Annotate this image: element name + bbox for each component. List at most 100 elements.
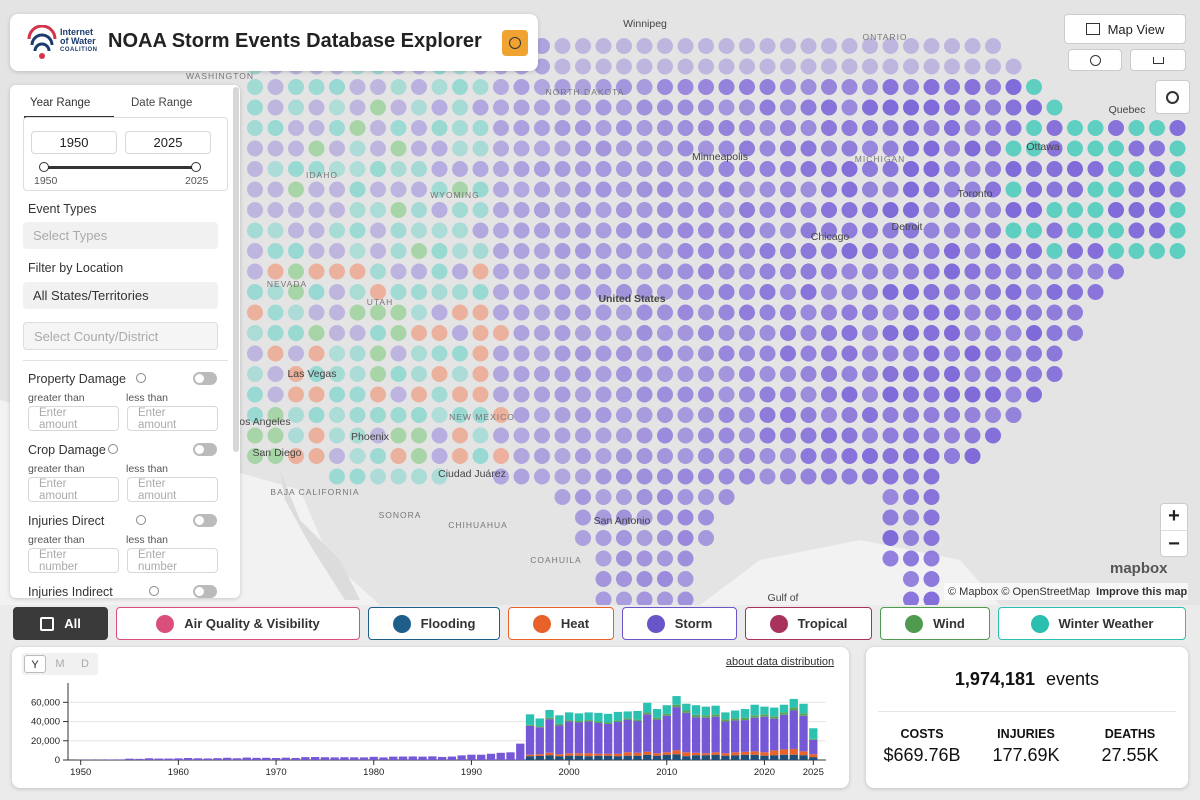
max-input[interactable]: Enter amount xyxy=(127,406,218,431)
data-link[interactable]: about data distribution xyxy=(725,656,835,668)
map-dot xyxy=(923,284,940,300)
county-select[interactable]: Select County/District xyxy=(23,322,218,350)
map-dot xyxy=(759,263,776,280)
map-dot xyxy=(657,99,673,116)
zoom-out[interactable]: − xyxy=(1168,532,1180,555)
period-button[interactable]: M xyxy=(55,658,65,670)
map-dot xyxy=(349,222,366,239)
map[interactable]: Winnipeg ONTARIO Quebec Ottawa Toronto WASHIN… xyxy=(0,0,1200,605)
improve-link[interactable]: Improve this map xyxy=(1096,585,1188,598)
map-dot xyxy=(616,304,632,321)
map-dot xyxy=(985,407,1001,423)
map-dot xyxy=(370,345,386,362)
map-dot xyxy=(677,407,694,423)
category-button[interactable]: Tropical xyxy=(745,607,872,640)
toggle[interactable] xyxy=(193,372,217,385)
map-dot xyxy=(903,79,919,95)
search-button[interactable] xyxy=(1155,80,1190,114)
map-dot xyxy=(698,530,714,546)
map-dot xyxy=(636,181,653,198)
map-dot xyxy=(862,38,878,54)
category-button[interactable]: Wind xyxy=(880,607,990,640)
category-button[interactable]: All xyxy=(13,607,108,640)
max-input[interactable]: Enter number xyxy=(127,548,218,573)
category-button[interactable]: Storm xyxy=(622,607,737,640)
category-button[interactable]: Heat xyxy=(508,607,614,640)
logo-text: Internet xyxy=(60,27,94,37)
map-dot xyxy=(800,79,817,95)
event-type-select[interactable]: Select Types xyxy=(23,222,218,249)
map-dot xyxy=(513,222,530,239)
share-button[interactable] xyxy=(1068,49,1122,71)
toggle[interactable] xyxy=(193,585,217,598)
map-dot xyxy=(657,448,673,464)
map-dot xyxy=(575,325,591,341)
period-button[interactable]: Y xyxy=(24,655,46,673)
map-dot xyxy=(390,304,407,321)
map-dot xyxy=(882,304,899,321)
tab[interactable]: Year Range xyxy=(30,97,91,109)
map-dot xyxy=(452,325,468,341)
map-view-button[interactable]: Map View xyxy=(1064,14,1186,44)
map-dot xyxy=(1108,243,1124,259)
download-button[interactable] xyxy=(1130,49,1186,71)
map-dot xyxy=(759,448,776,464)
tab[interactable]: Date Range xyxy=(131,97,193,109)
map-dot xyxy=(493,448,509,464)
info-icon xyxy=(135,373,146,383)
category-button[interactable]: Air Quality & Visibility xyxy=(116,607,360,640)
map-dot xyxy=(903,366,919,382)
map-dot xyxy=(841,263,858,280)
map-dot xyxy=(493,386,509,403)
info-button[interactable] xyxy=(502,30,528,56)
state-select[interactable]: All States/Territories xyxy=(23,282,218,309)
toggle[interactable] xyxy=(193,443,217,456)
stat-label: DEATHS xyxy=(1104,727,1156,741)
map-dot xyxy=(780,222,796,239)
map-dot xyxy=(595,38,612,54)
map-dot xyxy=(964,407,981,423)
map-label: United States xyxy=(598,293,665,305)
map-dot xyxy=(616,161,632,177)
category-button[interactable]: Flooding xyxy=(368,607,500,640)
category-icon xyxy=(646,614,665,633)
map-dot xyxy=(288,161,304,177)
map-dot xyxy=(944,120,960,136)
map-dot xyxy=(903,120,919,136)
map-dot xyxy=(1026,386,1042,403)
period-button[interactable]: D xyxy=(81,658,89,670)
map-dot xyxy=(841,386,858,403)
map-dot xyxy=(1046,120,1063,136)
slider-handle[interactable] xyxy=(39,162,49,172)
map-dot xyxy=(1067,222,1083,239)
map-dot xyxy=(595,407,612,423)
map-dot xyxy=(616,284,632,300)
slider-handle[interactable] xyxy=(191,162,201,172)
label: Event Types xyxy=(28,202,97,216)
map-dot xyxy=(923,591,940,605)
map-dot xyxy=(370,407,386,423)
map-dot xyxy=(657,509,673,526)
map-dot xyxy=(267,427,284,444)
year-start[interactable]: 1950 xyxy=(31,131,117,154)
map-dot xyxy=(698,366,714,382)
map-dot xyxy=(452,79,468,95)
year-end[interactable]: 2025 xyxy=(125,131,211,154)
min-input[interactable]: Enter amount xyxy=(28,406,119,431)
map-dot xyxy=(944,181,960,198)
map-dot xyxy=(452,263,468,280)
toggle[interactable] xyxy=(193,514,217,527)
map-dot xyxy=(718,140,735,157)
map-dot xyxy=(923,366,940,382)
map-dot xyxy=(1005,161,1022,177)
min-input[interactable]: Enter amount xyxy=(28,477,119,502)
max-input[interactable]: Enter amount xyxy=(127,477,218,502)
category-button[interactable]: Winter Weather xyxy=(998,607,1186,640)
zoom-in[interactable]: + xyxy=(1161,503,1187,531)
map-dot xyxy=(677,161,694,177)
min-input[interactable]: Enter number xyxy=(28,548,119,573)
map-dot xyxy=(882,99,899,116)
map-dot xyxy=(657,468,673,485)
map-dot xyxy=(411,79,427,95)
map-dot xyxy=(923,263,940,280)
